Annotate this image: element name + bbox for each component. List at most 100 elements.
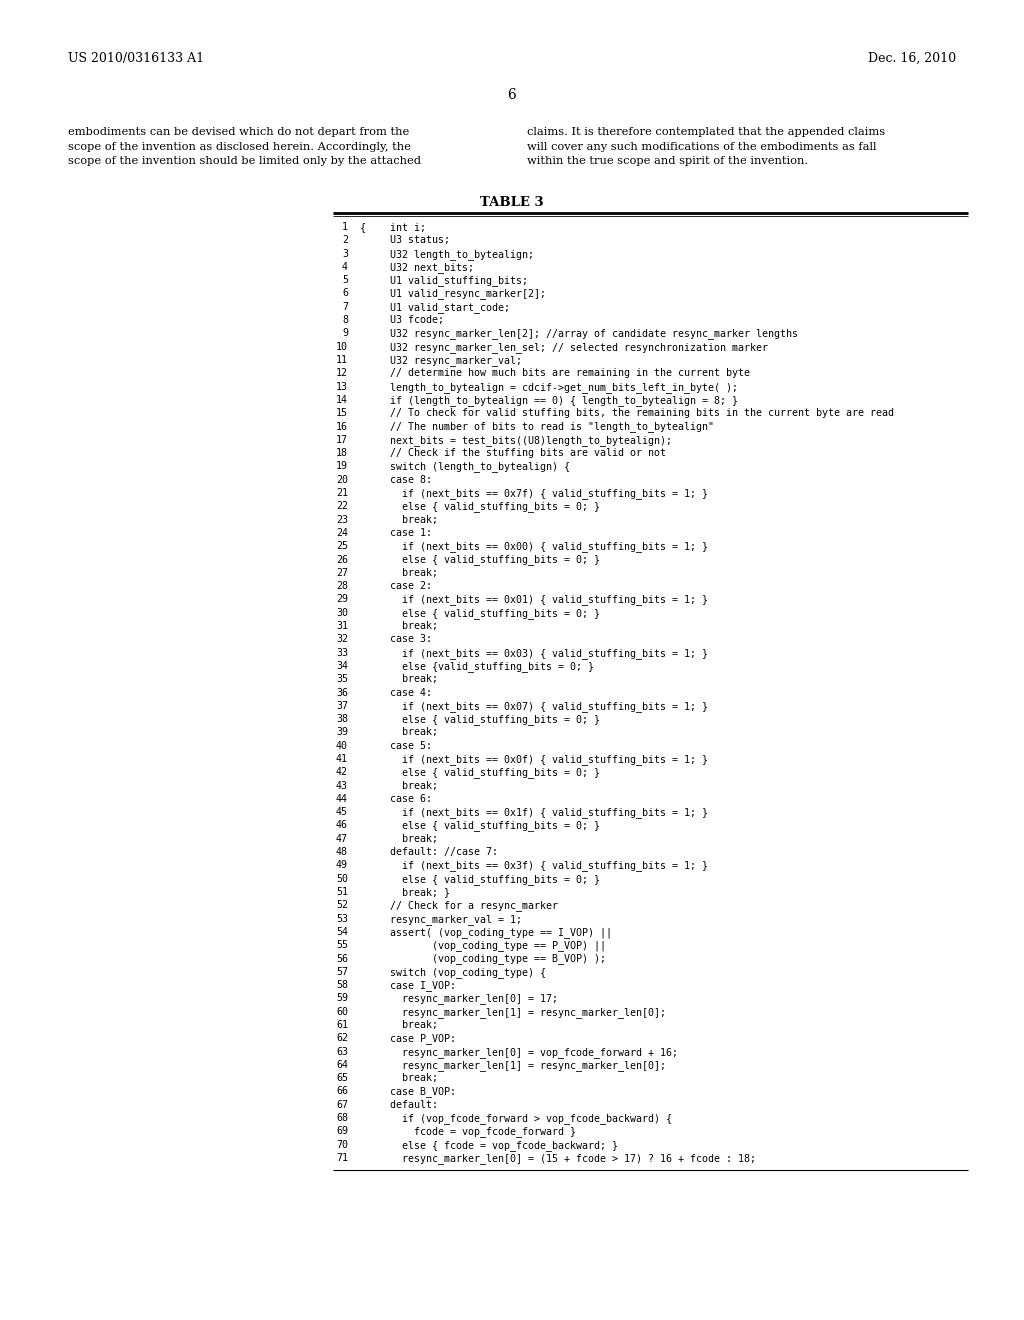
Text: // Check if the stuffing bits are valid or not: // Check if the stuffing bits are valid … — [360, 447, 666, 458]
Text: 62: 62 — [336, 1034, 348, 1043]
Text: U32 resync_marker_len_sel; // selected resynchronization marker: U32 resync_marker_len_sel; // selected r… — [360, 342, 768, 352]
Text: case 8:: case 8: — [360, 475, 432, 484]
Text: else { valid_stuffing_bits = 0; }: else { valid_stuffing_bits = 0; } — [360, 554, 600, 565]
Text: 43: 43 — [336, 780, 348, 791]
Text: break;: break; — [360, 620, 438, 631]
Text: 5: 5 — [342, 275, 348, 285]
Text: 60: 60 — [336, 1007, 348, 1016]
Text: 14: 14 — [336, 395, 348, 405]
Text: scope of the invention should be limited only by the attached: scope of the invention should be limited… — [68, 156, 421, 166]
Text: 61: 61 — [336, 1020, 348, 1030]
Text: 64: 64 — [336, 1060, 348, 1071]
Text: 68: 68 — [336, 1113, 348, 1123]
Text: // The number of bits to read is "length_to_bytealign": // The number of bits to read is "length… — [360, 421, 714, 433]
Text: 3: 3 — [342, 248, 348, 259]
Text: 21: 21 — [336, 488, 348, 498]
Text: 30: 30 — [336, 607, 348, 618]
Text: default: //case 7:: default: //case 7: — [360, 847, 498, 857]
Text: 32: 32 — [336, 635, 348, 644]
Text: 2: 2 — [342, 235, 348, 246]
Text: case 5:: case 5: — [360, 741, 432, 751]
Text: 50: 50 — [336, 874, 348, 883]
Text: 40: 40 — [336, 741, 348, 751]
Text: 59: 59 — [336, 994, 348, 1003]
Text: if (next_bits == 0x3f) { valid_stuffing_bits = 1; }: if (next_bits == 0x3f) { valid_stuffing_… — [360, 861, 708, 871]
Text: resync_marker_len[0] = 17;: resync_marker_len[0] = 17; — [360, 994, 558, 1005]
Text: else { valid_stuffing_bits = 0; }: else { valid_stuffing_bits = 0; } — [360, 714, 600, 725]
Text: break; }: break; } — [360, 887, 450, 898]
Text: 63: 63 — [336, 1047, 348, 1056]
Text: 23: 23 — [336, 515, 348, 524]
Text: case 3:: case 3: — [360, 635, 432, 644]
Text: 49: 49 — [336, 861, 348, 870]
Text: U1 valid_start_code;: U1 valid_start_code; — [360, 302, 510, 313]
Text: 65: 65 — [336, 1073, 348, 1084]
Text: 8: 8 — [342, 315, 348, 325]
Text: 54: 54 — [336, 927, 348, 937]
Text: 26: 26 — [336, 554, 348, 565]
Text: break;: break; — [360, 834, 438, 843]
Text: 45: 45 — [336, 808, 348, 817]
Text: U32 length_to_bytealign;: U32 length_to_bytealign; — [360, 248, 534, 260]
Text: else { valid_stuffing_bits = 0; }: else { valid_stuffing_bits = 0; } — [360, 821, 600, 832]
Text: if (next_bits == 0x7f) { valid_stuffing_bits = 1; }: if (next_bits == 0x7f) { valid_stuffing_… — [360, 488, 708, 499]
Text: 46: 46 — [336, 821, 348, 830]
Text: {    int i;: { int i; — [360, 222, 426, 232]
Text: 22: 22 — [336, 502, 348, 511]
Text: 39: 39 — [336, 727, 348, 738]
Text: next_bits = test_bits((U8)length_to_bytealign);: next_bits = test_bits((U8)length_to_byte… — [360, 434, 672, 446]
Text: 58: 58 — [336, 979, 348, 990]
Text: U1 valid_stuffing_bits;: U1 valid_stuffing_bits; — [360, 275, 528, 286]
Text: 71: 71 — [336, 1152, 348, 1163]
Text: 47: 47 — [336, 834, 348, 843]
Text: Dec. 16, 2010: Dec. 16, 2010 — [868, 51, 956, 65]
Text: 11: 11 — [336, 355, 348, 366]
Text: 19: 19 — [336, 462, 348, 471]
Text: 18: 18 — [336, 447, 348, 458]
Text: 66: 66 — [336, 1086, 348, 1097]
Text: 16: 16 — [336, 421, 348, 432]
Text: 36: 36 — [336, 688, 348, 697]
Text: scope of the invention as disclosed herein. Accordingly, the: scope of the invention as disclosed here… — [68, 141, 411, 152]
Text: 17: 17 — [336, 434, 348, 445]
Text: resync_marker_val = 1;: resync_marker_val = 1; — [360, 913, 522, 924]
Text: U32 resync_marker_val;: U32 resync_marker_val; — [360, 355, 522, 366]
Text: 69: 69 — [336, 1126, 348, 1137]
Text: break;: break; — [360, 780, 438, 791]
Text: 31: 31 — [336, 620, 348, 631]
Text: 6: 6 — [342, 289, 348, 298]
Text: break;: break; — [360, 515, 438, 524]
Text: else { fcode = vop_fcode_backward; }: else { fcode = vop_fcode_backward; } — [360, 1139, 618, 1151]
Text: U3 status;: U3 status; — [360, 235, 450, 246]
Text: case B_VOP:: case B_VOP: — [360, 1086, 456, 1097]
Text: switch (length_to_bytealign) {: switch (length_to_bytealign) { — [360, 462, 570, 473]
Text: // Check for a resync_marker: // Check for a resync_marker — [360, 900, 558, 911]
Text: if (next_bits == 0x00) { valid_stuffing_bits = 1; }: if (next_bits == 0x00) { valid_stuffing_… — [360, 541, 708, 552]
Text: TABLE 3: TABLE 3 — [480, 195, 544, 209]
Text: US 2010/0316133 A1: US 2010/0316133 A1 — [68, 51, 204, 65]
Text: resync_marker_len[0] = (15 + fcode > 17) ? 16 + fcode : 18;: resync_marker_len[0] = (15 + fcode > 17)… — [360, 1152, 756, 1164]
Text: 53: 53 — [336, 913, 348, 924]
Text: else { valid_stuffing_bits = 0; }: else { valid_stuffing_bits = 0; } — [360, 767, 600, 779]
Text: default:: default: — [360, 1100, 438, 1110]
Text: 7: 7 — [342, 302, 348, 312]
Text: 52: 52 — [336, 900, 348, 911]
Text: 67: 67 — [336, 1100, 348, 1110]
Text: switch (vop_coding_type) {: switch (vop_coding_type) { — [360, 966, 546, 978]
Text: 35: 35 — [336, 675, 348, 684]
Text: (vop_coding_type == P_VOP) ||: (vop_coding_type == P_VOP) || — [360, 940, 606, 952]
Text: 44: 44 — [336, 793, 348, 804]
Text: if (next_bits == 0x0f) { valid_stuffing_bits = 1; }: if (next_bits == 0x0f) { valid_stuffing_… — [360, 754, 708, 764]
Text: 13: 13 — [336, 381, 348, 392]
Text: break;: break; — [360, 675, 438, 684]
Text: 70: 70 — [336, 1139, 348, 1150]
Text: break;: break; — [360, 1020, 438, 1030]
Text: 10: 10 — [336, 342, 348, 351]
Text: case 4:: case 4: — [360, 688, 432, 697]
Text: 48: 48 — [336, 847, 348, 857]
Text: U32 next_bits;: U32 next_bits; — [360, 261, 474, 273]
Text: 33: 33 — [336, 648, 348, 657]
Text: 24: 24 — [336, 528, 348, 539]
Text: if (next_bits == 0x07) { valid_stuffing_bits = 1; }: if (next_bits == 0x07) { valid_stuffing_… — [360, 701, 708, 711]
Text: else { valid_stuffing_bits = 0; }: else { valid_stuffing_bits = 0; } — [360, 502, 600, 512]
